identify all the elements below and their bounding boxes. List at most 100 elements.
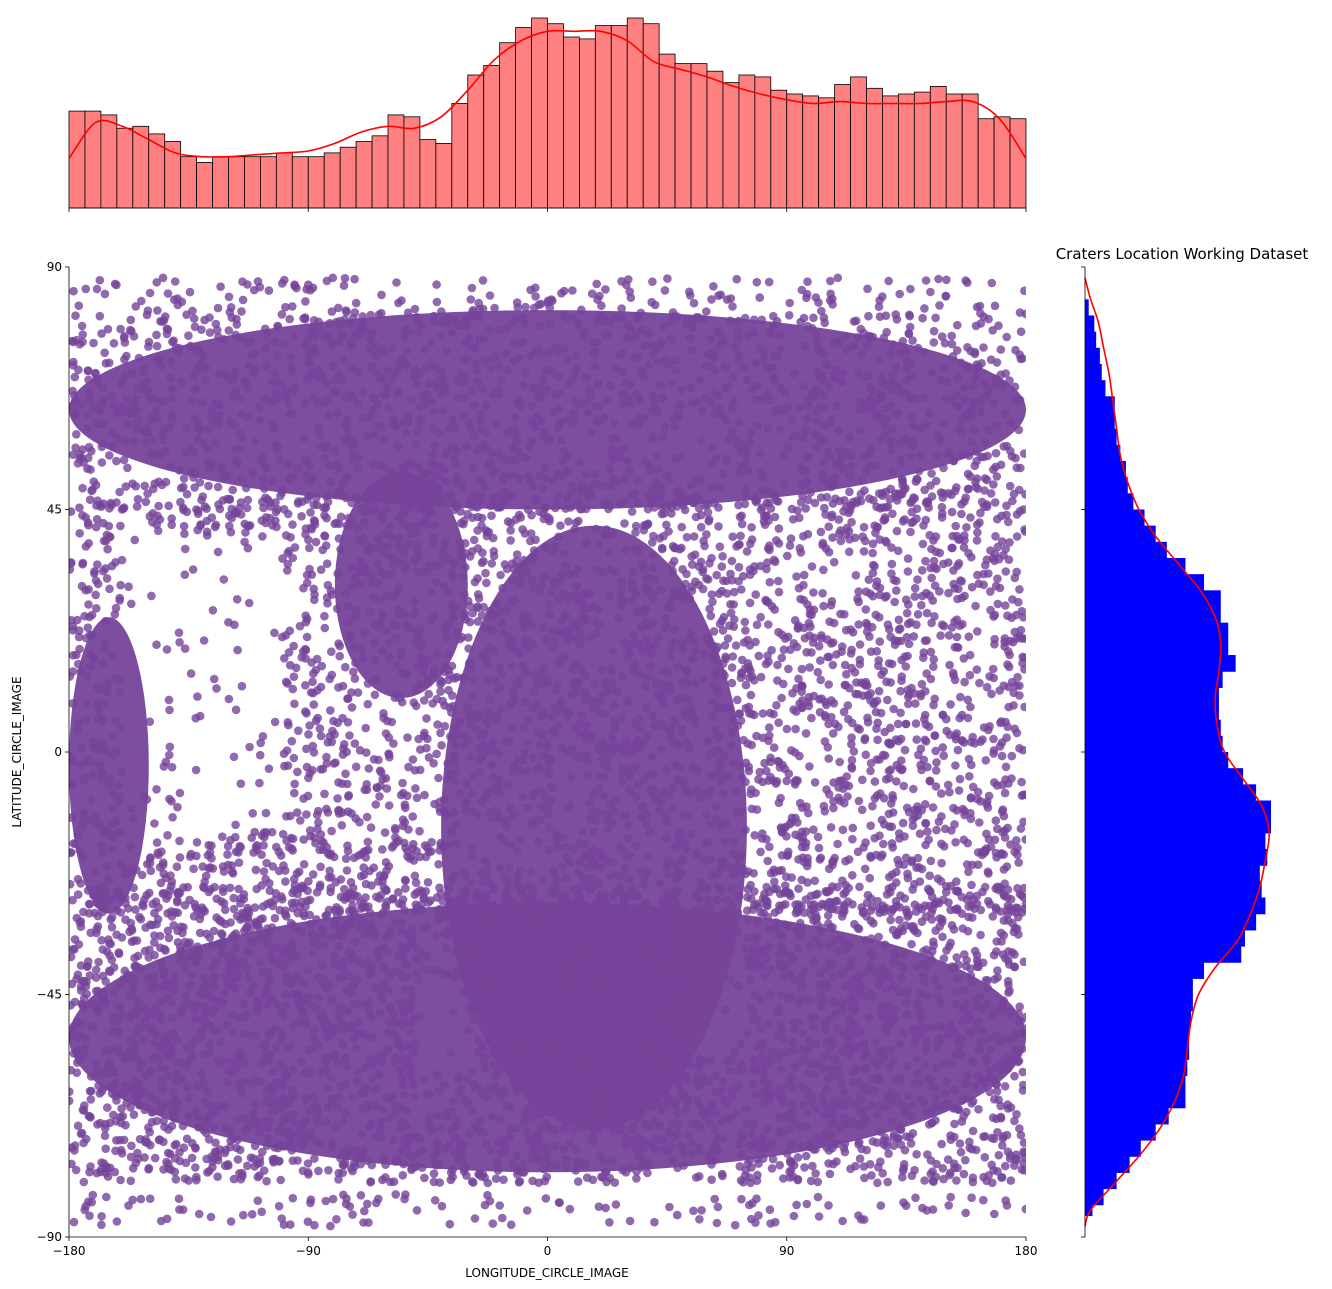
scatter-point (117, 1149, 127, 1158)
scatter-point (540, 572, 550, 582)
scatter-point (903, 869, 912, 879)
scatter-point (440, 721, 450, 731)
scatter-point (429, 759, 438, 768)
scatter-point (223, 841, 233, 851)
scatter-point (83, 424, 92, 433)
scatter-point (753, 916, 762, 926)
scatter-point (826, 276, 835, 286)
scatter-point (659, 321, 668, 331)
scatter-point (441, 624, 451, 634)
scatter-point (98, 396, 108, 406)
scatter-point (736, 1176, 746, 1185)
scatter-point (559, 652, 569, 661)
scatter-point (774, 798, 784, 808)
scatter-point (669, 637, 678, 647)
scatter-point (814, 1212, 824, 1221)
scatter-point (169, 986, 178, 995)
scatter-point (105, 939, 114, 948)
scatter-point (320, 453, 330, 463)
scatter-point (117, 379, 126, 389)
scatter-point (720, 837, 730, 846)
scatter-point (530, 818, 539, 828)
scatter-point (956, 692, 965, 702)
scatter-point (645, 919, 654, 929)
scatter-point (522, 1206, 532, 1215)
scatter-point (678, 644, 687, 654)
scatter-point (727, 1092, 737, 1102)
scatter-point (78, 330, 87, 339)
scatter-point (489, 1018, 499, 1027)
scatter-point (863, 717, 873, 727)
scatter-point (514, 674, 524, 683)
scatter-point (975, 818, 984, 827)
scatter-point (824, 522, 833, 531)
scatter-point (121, 898, 130, 908)
scatter-point (487, 499, 497, 508)
scatter-point (263, 1123, 272, 1133)
scatter-point (980, 1153, 990, 1162)
scatter-point (873, 735, 882, 745)
scatter-point (573, 1177, 583, 1186)
scatter-point (423, 951, 432, 961)
scatter-point (812, 1039, 821, 1049)
scatter-point (208, 606, 218, 615)
scatter-point (653, 942, 662, 951)
scatter-point (509, 576, 518, 585)
scatter-point (360, 518, 369, 528)
scatter-point (770, 877, 779, 886)
scatter-point (218, 998, 228, 1007)
scatter-point (423, 878, 433, 887)
scatter-point (1000, 1082, 1010, 1091)
scatter-point (838, 1216, 847, 1226)
scatter-point (366, 607, 375, 617)
scatter-point (77, 399, 87, 409)
scatter-point (256, 958, 265, 968)
scatter-point (561, 561, 570, 571)
scatter-point (398, 1074, 407, 1083)
scatter-point (314, 818, 323, 827)
scatter-point (810, 876, 820, 886)
scatter-point (375, 1124, 385, 1134)
scatter-point (921, 556, 930, 566)
scatter-point (832, 401, 842, 411)
scatter-point (910, 592, 920, 601)
scatter-point (255, 403, 264, 412)
scatter-point (102, 746, 112, 756)
scatter-point (547, 932, 556, 941)
scatter-point (180, 1000, 190, 1009)
scatter-point (138, 368, 148, 378)
scatter-point (262, 1141, 272, 1150)
scatter-point (795, 798, 805, 808)
scatter-point (776, 330, 785, 340)
scatter-point (209, 994, 219, 1004)
scatter-point (789, 1117, 798, 1126)
scatter-point (342, 866, 352, 875)
scatter-point (317, 960, 327, 970)
scatter-point (74, 718, 83, 728)
scatter-point (859, 328, 868, 338)
scatter-point (103, 544, 112, 554)
scatter-point (586, 968, 595, 977)
scatter-point (653, 452, 662, 461)
scatter-point (86, 1072, 96, 1081)
scatter-point (750, 887, 759, 896)
scatter-point (1015, 632, 1024, 641)
scatter-point (966, 346, 976, 356)
scatter-point (129, 814, 138, 823)
scatter-point (968, 1097, 978, 1106)
scatter-point (371, 369, 381, 378)
scatter-point (324, 410, 334, 420)
scatter-point (495, 1201, 505, 1210)
scatter-point (892, 777, 901, 786)
scatter-point (192, 1172, 201, 1182)
scatter-point (311, 537, 321, 547)
scatter-point (660, 623, 670, 633)
scatter-point (437, 331, 446, 341)
scatter-point (432, 297, 442, 307)
top-hist-bar (674, 63, 692, 209)
scatter-point (84, 442, 94, 452)
scatter-point (463, 1074, 472, 1084)
scatter-point (496, 704, 506, 713)
scatter-point (776, 383, 786, 392)
scatter-point (452, 472, 461, 481)
